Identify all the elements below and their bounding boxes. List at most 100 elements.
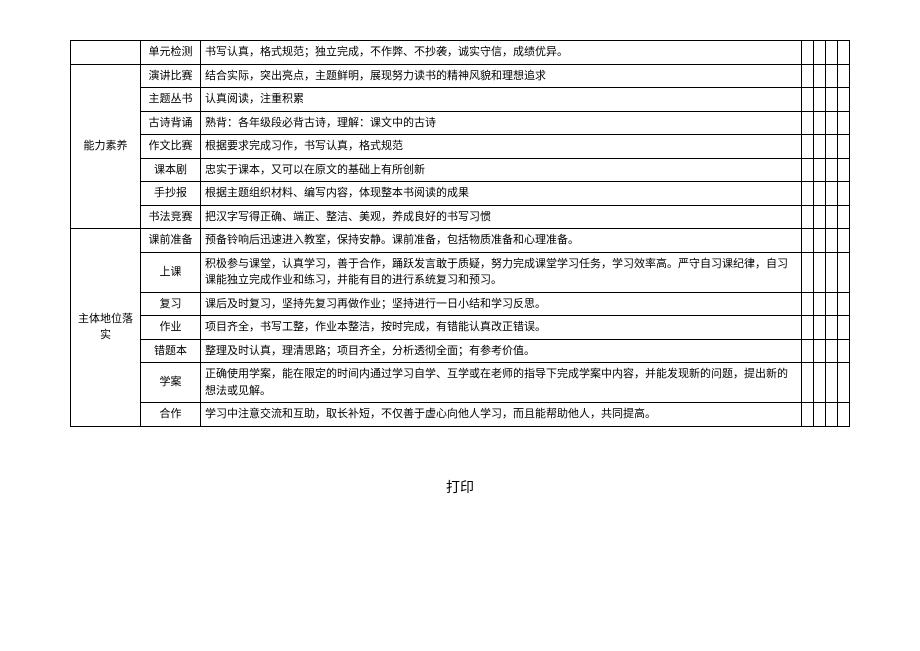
description-cell: 熟背：各年级段必背古诗，理解：课文中的古诗 xyxy=(201,111,802,135)
tick-cell[interactable] xyxy=(814,363,826,403)
description-cell: 根据主题组织材料、编写内容，体现整本书阅读的成果 xyxy=(201,182,802,206)
tick-cell[interactable] xyxy=(838,182,850,206)
description-cell: 预备铃响后迅速进入教室，保持安静。课前准备，包括物质准备和心理准备。 xyxy=(201,229,802,253)
description-cell: 把汉字写得正确、端正、整洁、美观，养成良好的书写习惯 xyxy=(201,205,802,229)
tick-cell[interactable] xyxy=(826,292,838,316)
tick-cell[interactable] xyxy=(838,158,850,182)
description-cell: 正确使用学案，能在限定的时间内通过学习自学、互学或在老师的指导下完成学案中内容，… xyxy=(201,363,802,403)
item-cell: 课本剧 xyxy=(141,158,201,182)
tick-cell[interactable] xyxy=(838,41,850,65)
tick-cell[interactable] xyxy=(838,135,850,159)
tick-cell[interactable] xyxy=(802,135,814,159)
tick-cell[interactable] xyxy=(814,339,826,363)
table-row: 课本剧忠实于课本，又可以在原文的基础上有所创新 xyxy=(71,158,850,182)
tick-cell[interactable] xyxy=(826,316,838,340)
description-cell: 根据要求完成习作，书写认真，格式规范 xyxy=(201,135,802,159)
tick-cell[interactable] xyxy=(826,363,838,403)
tick-cell[interactable] xyxy=(802,158,814,182)
tick-cell[interactable] xyxy=(802,363,814,403)
description-cell: 项目齐全，书写工整，作业本整洁，按时完成，有错能认真改正错误。 xyxy=(201,316,802,340)
tick-cell[interactable] xyxy=(802,339,814,363)
tick-cell[interactable] xyxy=(802,316,814,340)
tick-cell[interactable] xyxy=(838,111,850,135)
tick-cell[interactable] xyxy=(826,135,838,159)
description-cell: 积极参与课堂，认真学习，善于合作，踊跃发言敢于质疑，努力完成课堂学习任务，学习效… xyxy=(201,252,802,292)
tick-cell[interactable] xyxy=(802,88,814,112)
item-cell: 课前准备 xyxy=(141,229,201,253)
item-cell: 古诗背诵 xyxy=(141,111,201,135)
tick-cell[interactable] xyxy=(838,339,850,363)
tick-cell[interactable] xyxy=(826,64,838,88)
item-cell: 作文比赛 xyxy=(141,135,201,159)
tick-cell[interactable] xyxy=(814,292,826,316)
item-cell: 书法竞赛 xyxy=(141,205,201,229)
tick-cell[interactable] xyxy=(802,64,814,88)
item-cell: 错题本 xyxy=(141,339,201,363)
tick-cell[interactable] xyxy=(814,229,826,253)
item-cell: 学案 xyxy=(141,363,201,403)
table-row: 复习课后及时复习，坚持先复习再做作业；坚持进行一日小结和学习反思。 xyxy=(71,292,850,316)
tick-cell[interactable] xyxy=(826,111,838,135)
item-cell: 合作 xyxy=(141,403,201,427)
tick-cell[interactable] xyxy=(838,88,850,112)
tick-cell[interactable] xyxy=(826,205,838,229)
table-row: 能力素养演讲比赛结合实际，突出亮点，主题鲜明，展现努力读书的精神风貌和理想追求 xyxy=(71,64,850,88)
tick-cell[interactable] xyxy=(814,158,826,182)
evaluation-table: 单元检测书写认真，格式规范；独立完成，不作弊、不抄袭，诚实守信，成绩优异。能力素… xyxy=(70,40,850,427)
tick-cell[interactable] xyxy=(802,252,814,292)
tick-cell[interactable] xyxy=(802,205,814,229)
tick-cell[interactable] xyxy=(802,182,814,206)
tick-cell[interactable] xyxy=(814,205,826,229)
table-row: 作文比赛根据要求完成习作，书写认真，格式规范 xyxy=(71,135,850,159)
description-cell: 认真阅读，注重积累 xyxy=(201,88,802,112)
item-cell: 单元检测 xyxy=(141,41,201,65)
table-row: 错题本整理及时认真，理清思路；项目齐全，分析透彻全面；有参考价值。 xyxy=(71,339,850,363)
tick-cell[interactable] xyxy=(814,403,826,427)
item-cell: 上课 xyxy=(141,252,201,292)
tick-cell[interactable] xyxy=(814,252,826,292)
category-cell xyxy=(71,41,141,65)
item-cell: 手抄报 xyxy=(141,182,201,206)
category-cell: 主体地位落实 xyxy=(71,229,141,427)
table-row: 上课积极参与课堂，认真学习，善于合作，踊跃发言敢于质疑，努力完成课堂学习任务，学… xyxy=(71,252,850,292)
table-row: 单元检测书写认真，格式规范；独立完成，不作弊、不抄袭，诚实守信，成绩优异。 xyxy=(71,41,850,65)
description-cell: 忠实于课本，又可以在原文的基础上有所创新 xyxy=(201,158,802,182)
tick-cell[interactable] xyxy=(814,88,826,112)
tick-cell[interactable] xyxy=(838,316,850,340)
tick-cell[interactable] xyxy=(826,339,838,363)
tick-cell[interactable] xyxy=(802,403,814,427)
tick-cell[interactable] xyxy=(814,41,826,65)
table-row: 作业项目齐全，书写工整，作业本整洁，按时完成，有错能认真改正错误。 xyxy=(71,316,850,340)
tick-cell[interactable] xyxy=(814,135,826,159)
tick-cell[interactable] xyxy=(826,158,838,182)
table-row: 合作学习中注意交流和互助，取长补短，不仅善于虚心向他人学习，而且能帮助他人，共同… xyxy=(71,403,850,427)
tick-cell[interactable] xyxy=(814,182,826,206)
tick-cell[interactable] xyxy=(802,111,814,135)
description-cell: 学习中注意交流和互助，取长补短，不仅善于虚心向他人学习，而且能帮助他人，共同提高… xyxy=(201,403,802,427)
item-cell: 演讲比赛 xyxy=(141,64,201,88)
tick-cell[interactable] xyxy=(814,316,826,340)
tick-cell[interactable] xyxy=(826,182,838,206)
tick-cell[interactable] xyxy=(838,205,850,229)
tick-cell[interactable] xyxy=(838,64,850,88)
table-row: 手抄报根据主题组织材料、编写内容，体现整本书阅读的成果 xyxy=(71,182,850,206)
tick-cell[interactable] xyxy=(802,41,814,65)
tick-cell[interactable] xyxy=(802,229,814,253)
tick-cell[interactable] xyxy=(826,88,838,112)
tick-cell[interactable] xyxy=(802,292,814,316)
tick-cell[interactable] xyxy=(826,229,838,253)
tick-cell[interactable] xyxy=(814,64,826,88)
tick-cell[interactable] xyxy=(826,252,838,292)
tick-cell[interactable] xyxy=(838,403,850,427)
description-cell: 整理及时认真，理清思路；项目齐全，分析透彻全面；有参考价值。 xyxy=(201,339,802,363)
tick-cell[interactable] xyxy=(838,363,850,403)
print-label[interactable]: 打印 xyxy=(446,477,474,497)
tick-cell[interactable] xyxy=(838,229,850,253)
tick-cell[interactable] xyxy=(826,41,838,65)
tick-cell[interactable] xyxy=(826,403,838,427)
item-cell: 主题丛书 xyxy=(141,88,201,112)
tick-cell[interactable] xyxy=(838,292,850,316)
tick-cell[interactable] xyxy=(838,252,850,292)
tick-cell[interactable] xyxy=(814,111,826,135)
table-row: 古诗背诵熟背：各年级段必背古诗，理解：课文中的古诗 xyxy=(71,111,850,135)
